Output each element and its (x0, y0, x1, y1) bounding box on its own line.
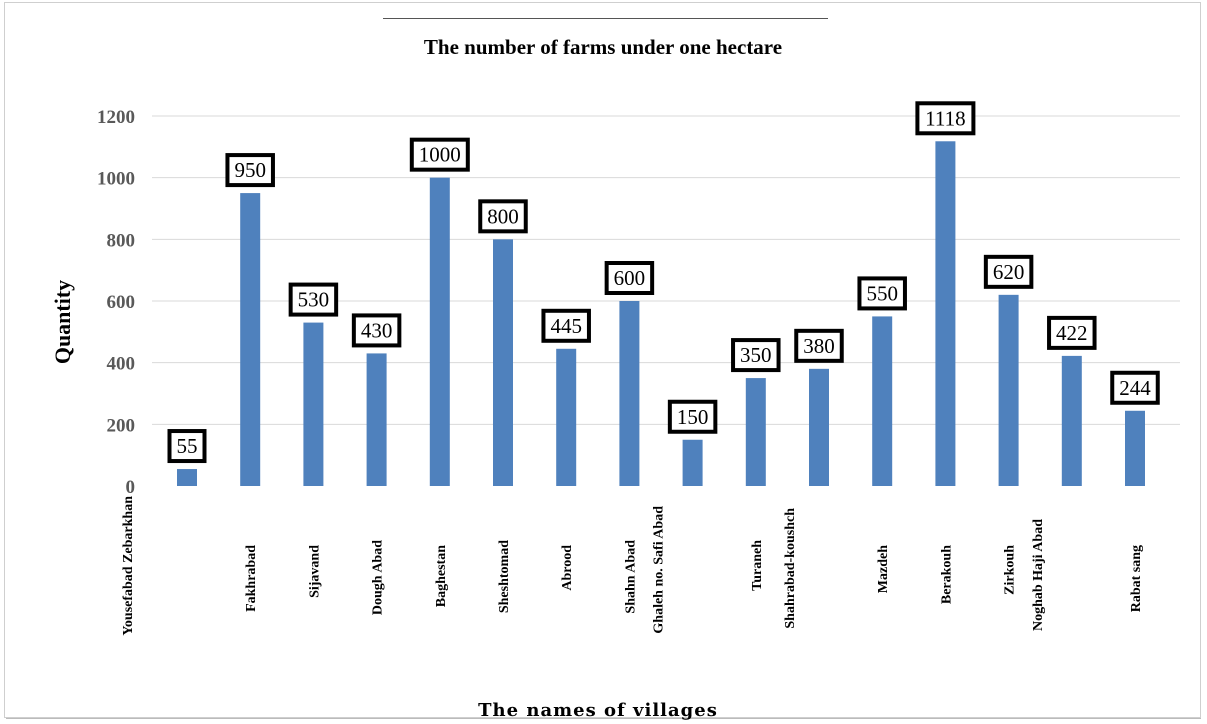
y-tick-label: 200 (107, 415, 136, 436)
x-tick-label: Turaneh (750, 540, 765, 591)
x-tick-label: Yousefabad Zebarkhan (121, 496, 136, 636)
data-label: 350 (740, 343, 772, 367)
x-tick-label: Mazdeh (876, 545, 891, 593)
data-label: 600 (614, 266, 646, 290)
data-label-box (604, 261, 655, 295)
x-tick-label: Shahn Abad (623, 540, 638, 614)
y-axis-label: Quantity (50, 280, 75, 364)
bottom-rule (6, 718, 1201, 719)
data-label: 550 (866, 281, 898, 305)
data-label: 620 (993, 260, 1025, 284)
bar (998, 294, 1019, 486)
x-tick-label: Sheshtomad (497, 540, 512, 613)
bar (493, 239, 513, 486)
data-label-box (1110, 370, 1160, 405)
x-tick-label: Zirkouh (1003, 545, 1018, 595)
y-tick-label: 600 (107, 292, 136, 313)
x-tick-label: Baghestan (434, 545, 449, 607)
bar (935, 141, 956, 487)
bar (682, 439, 703, 486)
x-tick-label: Fakhrabad (244, 545, 259, 612)
data-label: 430 (361, 318, 393, 342)
y-tick-label: 1200 (97, 107, 135, 128)
x-tick-label: Ghaleh no. Safi Abad (652, 506, 667, 634)
y-tick-label: 1000 (97, 169, 135, 190)
data-label: 530 (298, 288, 330, 312)
y-tick-label: 0 (126, 477, 136, 498)
data-label-box (351, 313, 402, 348)
x-tick-label: Abrood (560, 545, 575, 591)
data-label: 244 (1119, 376, 1151, 400)
data-label-box (857, 276, 907, 311)
data-label-box (983, 254, 1034, 289)
x-tick-labels: Yousefabad Zebarkhan Fakhrabad Sijavand Dou… (121, 496, 1144, 636)
y-tick-labels: 0 200 400 600 800 1000 1200 (97, 107, 135, 498)
data-label-box (225, 153, 275, 188)
bar (1061, 355, 1082, 486)
x-tick-label: Dough Abad (371, 540, 386, 615)
bar (366, 353, 387, 486)
chart-title: The number of farms under one hectare (424, 35, 782, 59)
data-label: 1000 (419, 143, 461, 167)
x-tick-label: Berakouh (939, 545, 954, 604)
x-tick-label: Sijavand (307, 545, 322, 598)
bar (872, 316, 893, 486)
data-label-box (167, 429, 207, 464)
data-label: 950 (234, 158, 266, 182)
x-axis-label: The names of villages (478, 700, 718, 721)
data-label-box (667, 399, 718, 434)
bar (745, 378, 766, 486)
bar (303, 322, 324, 486)
y-tick-label: 800 (107, 230, 136, 251)
data-label: 422 (1056, 321, 1088, 345)
data-label: 800 (487, 204, 519, 228)
x-tick-label: Noghab Haji Abad (1031, 519, 1046, 631)
bar (809, 368, 829, 486)
data-label-box (288, 282, 339, 317)
bar (177, 469, 197, 486)
data-label-box (915, 101, 976, 136)
top-rule (383, 18, 828, 19)
bar (619, 301, 640, 486)
data-label-box (541, 308, 591, 343)
data-label: 380 (803, 334, 835, 358)
data-label: 55 (177, 434, 198, 458)
x-tick-label: Rabat sang (1129, 545, 1144, 612)
bar (240, 193, 261, 487)
data-label: 1118 (925, 106, 965, 130)
x-tick-label: Shahrabad-koushch (783, 508, 798, 629)
y-tick-label: 400 (107, 354, 136, 375)
data-label: 150 (677, 405, 709, 429)
data-label-box (1047, 315, 1097, 350)
data-label-box (478, 199, 528, 234)
bar (1125, 410, 1145, 486)
data-label-box (409, 137, 470, 172)
bar (429, 177, 450, 486)
data-label: 445 (550, 314, 582, 338)
bars (177, 141, 1145, 487)
bar (556, 348, 577, 486)
data-label-box (794, 328, 844, 363)
data-label-box (731, 338, 781, 373)
data-labels: 55 950 530 430 1000 800 445 600 150 350 380 550 1118… (167, 101, 1160, 464)
